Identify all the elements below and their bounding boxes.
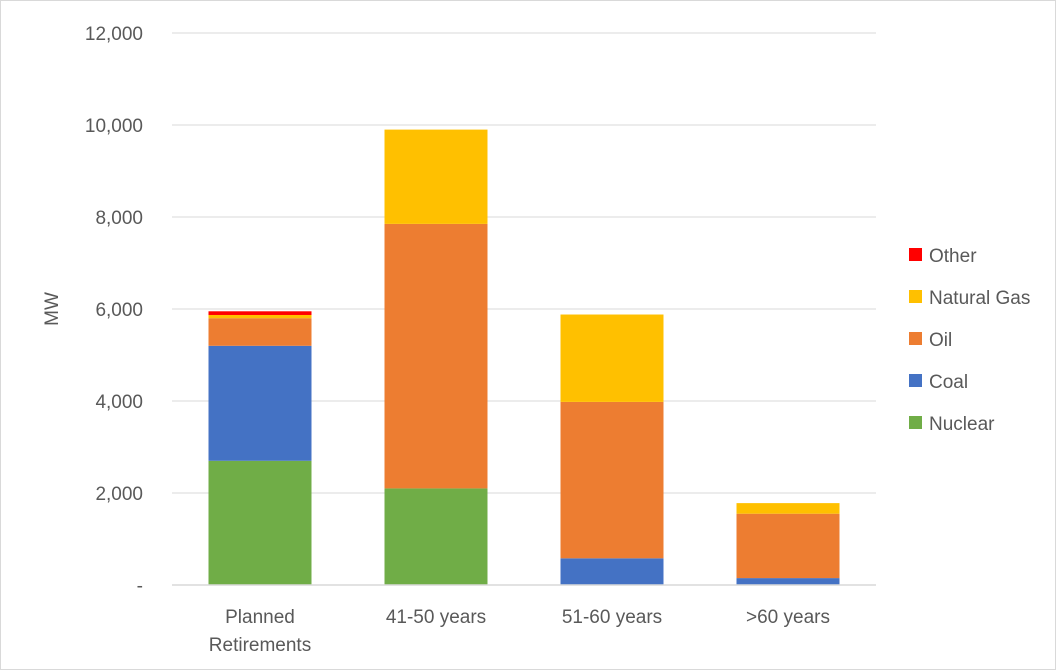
bar-segment-coal bbox=[736, 578, 840, 585]
x-tick-label: Retirements bbox=[209, 635, 311, 656]
y-tick-label: 12,000 bbox=[85, 24, 143, 45]
bar-segment-nuclear bbox=[208, 460, 312, 585]
legend-swatch bbox=[909, 416, 922, 429]
y-tick-label: 10,000 bbox=[85, 116, 143, 137]
legend-label: Other bbox=[929, 246, 977, 267]
x-tick-label: >60 years bbox=[746, 607, 830, 628]
bar-segment-oil bbox=[736, 513, 840, 579]
bar-segment-coal bbox=[560, 558, 664, 585]
bar-segment-oil bbox=[384, 223, 488, 489]
bar-segment-natural-gas bbox=[208, 314, 312, 319]
legend-swatch bbox=[909, 248, 922, 261]
legend-swatch bbox=[909, 290, 922, 303]
y-axis-ticks: - 2,000 4,000 6,000 8,000 10,000 12,000 bbox=[85, 24, 143, 597]
x-tick-label: 41-50 years bbox=[386, 607, 486, 628]
bar-segment-nuclear bbox=[384, 488, 488, 585]
legend-label: Nuclear bbox=[929, 414, 995, 435]
bars bbox=[208, 129, 840, 585]
y-tick-label: 6,000 bbox=[95, 300, 143, 321]
bar-segment-oil bbox=[208, 318, 312, 346]
y-axis-title: MW bbox=[42, 292, 63, 326]
legend: Other Natural Gas Oil Coal Nuclear bbox=[909, 246, 1030, 435]
y-tick-label: 8,000 bbox=[95, 208, 143, 229]
y-tick-label: - bbox=[137, 576, 143, 597]
legend-swatch bbox=[909, 374, 922, 387]
x-axis-ticks: Planned Retirements 41-50 years 51-60 years… bbox=[209, 607, 830, 656]
legend-label: Oil bbox=[929, 330, 952, 351]
legend-label: Natural Gas bbox=[929, 288, 1030, 309]
legend-label: Coal bbox=[929, 372, 968, 393]
bar-segment-natural-gas bbox=[384, 129, 488, 224]
x-tick-label: 51-60 years bbox=[562, 607, 662, 628]
bar-segment-natural-gas bbox=[560, 314, 664, 402]
bar-segment-coal bbox=[208, 345, 312, 461]
bar-segment-other bbox=[208, 311, 312, 315]
y-tick-label: 2,000 bbox=[95, 484, 143, 505]
y-tick-label: 4,000 bbox=[95, 392, 143, 413]
x-tick-label: Planned bbox=[225, 607, 295, 628]
bar-segment-natural-gas bbox=[736, 503, 840, 514]
bar-segment-oil bbox=[560, 401, 664, 559]
legend-swatch bbox=[909, 332, 922, 345]
